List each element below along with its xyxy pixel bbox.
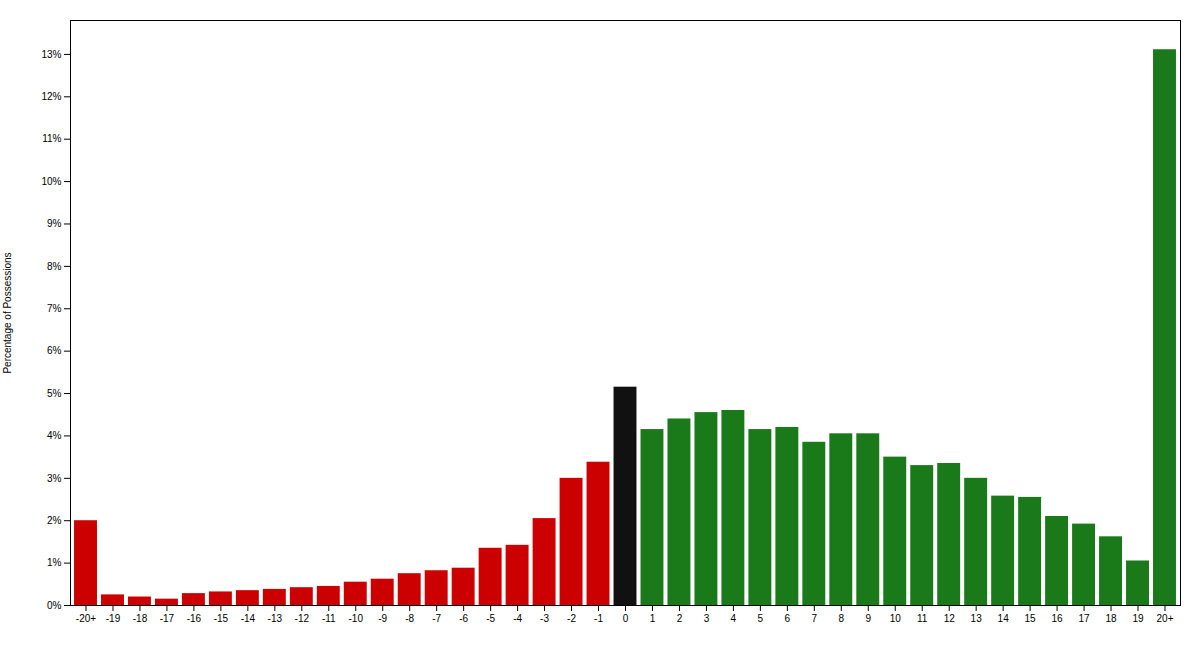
- svg-text:-10: -10: [349, 613, 364, 624]
- svg-text:-1: -1: [594, 613, 603, 624]
- svg-text:-17: -17: [160, 613, 175, 624]
- svg-text:15: 15: [1025, 613, 1037, 624]
- svg-text:5%: 5%: [47, 388, 62, 399]
- svg-text:-16: -16: [187, 613, 202, 624]
- svg-text:1: 1: [650, 613, 656, 624]
- svg-text:-7: -7: [432, 613, 441, 624]
- svg-text:14: 14: [998, 613, 1010, 624]
- svg-text:9%: 9%: [47, 218, 62, 229]
- svg-text:-9: -9: [378, 613, 387, 624]
- svg-text:-12: -12: [295, 613, 310, 624]
- svg-text:-18: -18: [133, 613, 148, 624]
- svg-text:-11: -11: [322, 613, 336, 624]
- svg-text:12%: 12%: [41, 91, 61, 102]
- svg-text:-8: -8: [405, 613, 414, 624]
- svg-text:8: 8: [839, 613, 845, 624]
- svg-text:1%: 1%: [47, 557, 62, 568]
- svg-text:-13: -13: [268, 613, 283, 624]
- svg-text:4: 4: [731, 613, 737, 624]
- svg-text:13%: 13%: [41, 49, 61, 60]
- svg-text:9: 9: [865, 613, 871, 624]
- svg-text:3: 3: [704, 613, 710, 624]
- svg-text:6%: 6%: [47, 345, 62, 356]
- svg-text:6: 6: [785, 613, 791, 624]
- svg-text:Percentage of Possessions: Percentage of Possessions: [2, 252, 13, 373]
- svg-text:11: 11: [917, 613, 928, 624]
- svg-text:19: 19: [1132, 613, 1144, 624]
- svg-text:11%: 11%: [42, 133, 61, 144]
- svg-text:-4: -4: [513, 613, 522, 624]
- svg-text:-14: -14: [241, 613, 256, 624]
- svg-text:-2: -2: [567, 613, 576, 624]
- svg-text:7%: 7%: [47, 303, 62, 314]
- svg-text:0%: 0%: [47, 600, 62, 611]
- svg-text:4%: 4%: [47, 430, 62, 441]
- svg-text:17: 17: [1079, 613, 1091, 624]
- svg-text:-19: -19: [106, 613, 121, 624]
- svg-text:7: 7: [812, 613, 818, 624]
- svg-text:2%: 2%: [47, 515, 62, 526]
- svg-text:2: 2: [677, 613, 683, 624]
- svg-text:-6: -6: [459, 613, 468, 624]
- svg-text:3%: 3%: [47, 473, 62, 484]
- svg-text:-15: -15: [214, 613, 229, 624]
- svg-text:-20+: -20+: [76, 613, 96, 624]
- svg-text:16: 16: [1052, 613, 1064, 624]
- svg-text:12: 12: [944, 613, 956, 624]
- svg-text:20+: 20+: [1157, 613, 1174, 624]
- svg-text:8%: 8%: [47, 261, 62, 272]
- svg-text:10: 10: [890, 613, 902, 624]
- svg-text:13: 13: [971, 613, 983, 624]
- svg-text:10%: 10%: [41, 176, 61, 187]
- svg-text:-5: -5: [486, 613, 495, 624]
- svg-text:-3: -3: [540, 613, 549, 624]
- svg-text:0: 0: [623, 613, 629, 624]
- svg-text:5: 5: [758, 613, 764, 624]
- svg-text:18: 18: [1105, 613, 1117, 624]
